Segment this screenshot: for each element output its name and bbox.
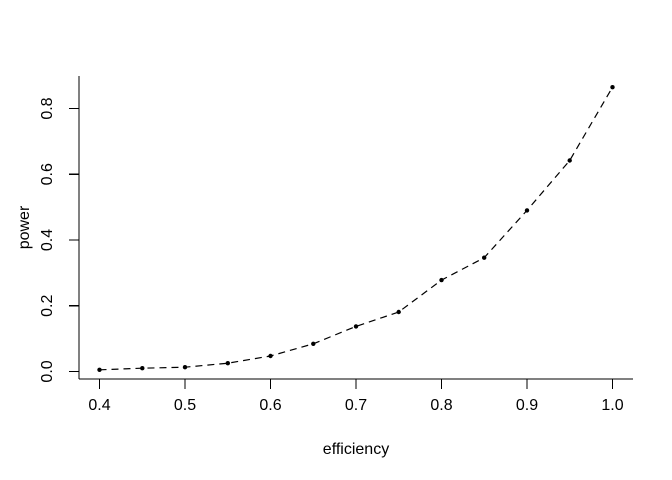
data-point [140, 366, 145, 371]
y-axis-title: power [16, 205, 33, 249]
data-point [268, 353, 273, 359]
data-point [567, 158, 572, 163]
y-tick-label: 0.0 [39, 360, 56, 382]
x-axis-title: efficiency [323, 441, 389, 458]
x-tick-label: 0.7 [345, 397, 367, 414]
data-point [482, 255, 487, 260]
y-tick-label: 0.4 [39, 229, 56, 251]
data-point [396, 309, 401, 315]
x-tick-label: 1.0 [601, 397, 623, 414]
data-point [97, 367, 102, 372]
data-point [524, 208, 530, 213]
x-tick-label: 0.8 [430, 397, 452, 414]
data-point [182, 365, 188, 370]
data-point [353, 324, 359, 329]
y-tick-label: 0.8 [39, 97, 56, 119]
data-point [311, 341, 316, 346]
x-tick-label: 0.6 [259, 397, 281, 414]
data-point [225, 361, 230, 366]
y-tick-label: 0.2 [39, 294, 56, 316]
x-tick-label: 0.9 [516, 397, 538, 414]
data-point [439, 277, 444, 283]
x-tick-label: 0.4 [88, 397, 110, 414]
x-tick-label: 0.5 [174, 397, 196, 414]
data-point [610, 85, 615, 90]
y-tick-label: 0.6 [39, 163, 56, 185]
